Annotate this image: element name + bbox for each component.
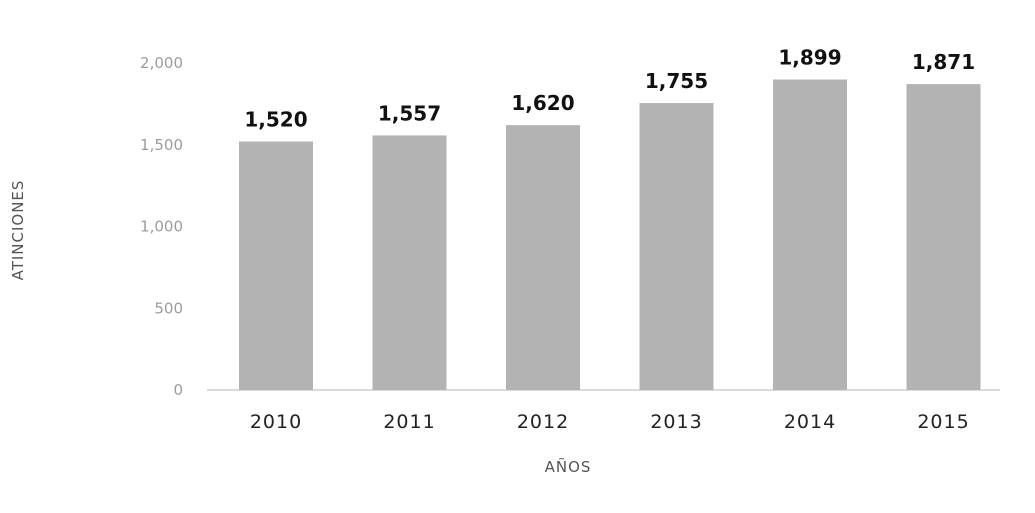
bar-2015 [906, 84, 981, 391]
data-label: 1,871 [912, 50, 975, 74]
x-axis-title: AÑOS [545, 457, 592, 476]
x-tick-label: 2010 [250, 411, 302, 433]
data-labels: 1,520 1,557 1,620 1,755 1,899 1,871 [244, 46, 975, 132]
y-tick-label: 500 [154, 299, 183, 317]
bar-2012 [506, 125, 580, 390]
y-tick-label: 1,000 [140, 218, 183, 236]
x-tick-label: 2015 [917, 411, 969, 433]
data-label: 1,557 [378, 101, 441, 125]
data-label: 1,620 [511, 91, 574, 115]
bars [239, 79, 981, 391]
x-tick-label: 2011 [383, 411, 435, 433]
bar-2013 [639, 103, 714, 391]
x-tick-label: 2012 [517, 411, 569, 433]
y-tick-label: 0 [173, 381, 183, 399]
x-tick-label: 2013 [650, 411, 702, 433]
y-tick-label: 2,000 [140, 54, 183, 72]
y-axis-title: ATINCIONES [9, 180, 27, 281]
bar-2011 [372, 135, 447, 390]
y-axis-ticks: 0 500 1,000 1,500 2,000 [140, 54, 183, 399]
x-tick-label: 2014 [784, 411, 836, 433]
data-label: 1,755 [645, 69, 708, 93]
y-tick-label: 1,500 [140, 136, 183, 154]
bar-2010 [239, 141, 313, 390]
x-axis-ticks: 2010 2011 2012 2013 2014 2015 [250, 411, 969, 433]
data-label: 1,520 [244, 107, 307, 131]
data-label: 1,899 [778, 46, 841, 70]
bar-2014 [773, 79, 847, 391]
